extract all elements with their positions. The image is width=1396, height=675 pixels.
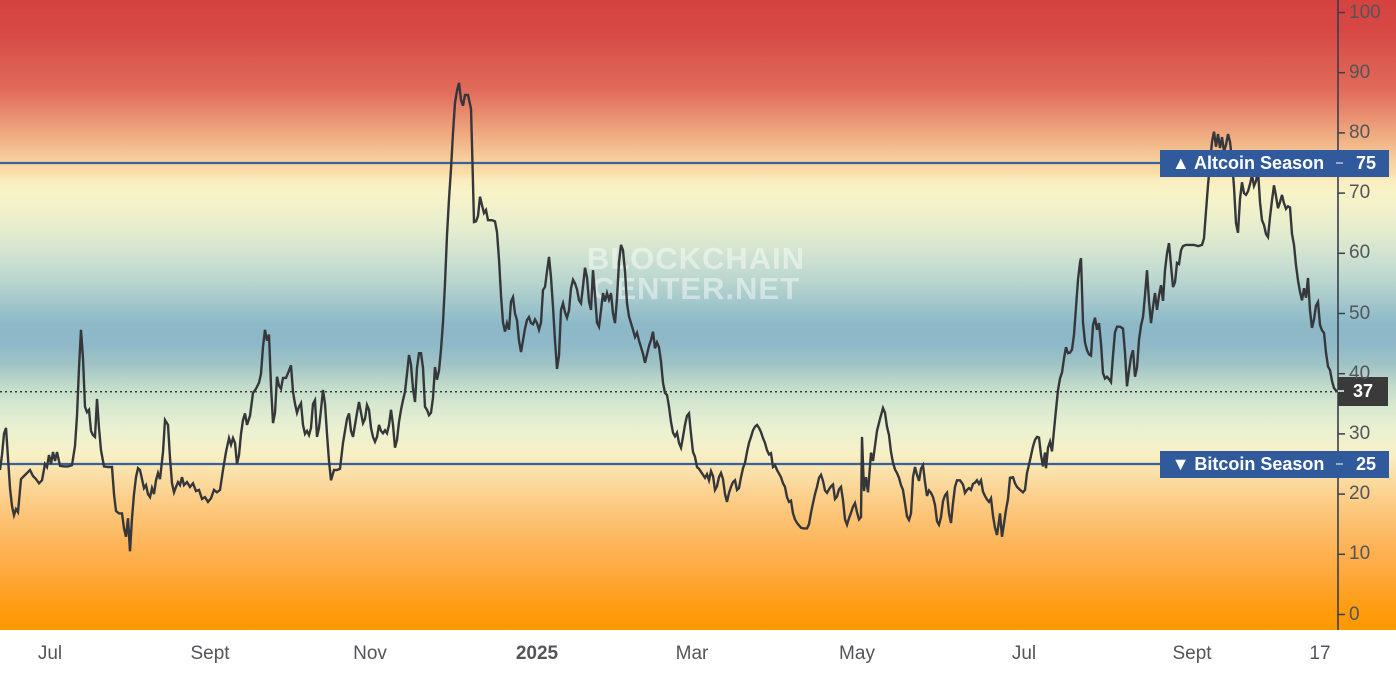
x-tick-label: May	[839, 643, 875, 664]
x-tick-label: Nov	[353, 643, 387, 664]
x-tick-label: 2025	[515, 643, 559, 664]
y-tick-label: 10	[1349, 543, 1371, 565]
tick-dash-icon	[1336, 162, 1343, 164]
y-tick-label: 40	[1349, 362, 1371, 384]
current-value-badge: 37	[1338, 377, 1388, 407]
y-tick-label: 70	[1349, 182, 1371, 204]
x-tick-label: Jul	[1011, 643, 1037, 664]
bitcoin-season-label-text: ▼ Bitcoin Season	[1171, 453, 1325, 474]
x-tick-label: Sept	[190, 643, 230, 664]
y-tick-label: 20	[1349, 483, 1371, 505]
bitcoin-season-threshold-label: ▼ Bitcoin Season 25	[1160, 450, 1389, 478]
x-tick-label: Jul	[37, 643, 63, 664]
index-series-line	[0, 82, 1338, 552]
altcoin-season-threshold-label: ▲ Altcoin Season 75	[1160, 149, 1389, 177]
tick-dash-icon	[1336, 463, 1343, 465]
tick-dash-icon	[1338, 390, 1344, 393]
y-tick-label: 90	[1349, 61, 1371, 83]
y-tick-label: 0	[1349, 603, 1360, 625]
y-tick-label: 30	[1349, 422, 1371, 444]
x-tick-label: Mar	[675, 643, 709, 664]
altcoin-season-threshold-value: 75	[1355, 152, 1377, 173]
y-tick-label: 100	[1349, 1, 1381, 23]
y-tick-label: 50	[1349, 302, 1371, 324]
x-tick-label: Sept	[1172, 643, 1212, 664]
y-tick-label: 60	[1349, 242, 1371, 264]
y-tick-label: 80	[1349, 121, 1371, 143]
current-value: 37	[1352, 381, 1374, 402]
rainbow-gradient-background	[0, 0, 1396, 630]
bitcoin-season-threshold-value: 25	[1355, 453, 1377, 474]
altcoin-season-label-text: ▲ Altcoin Season	[1171, 152, 1325, 173]
x-tick-label: 17	[1309, 643, 1331, 664]
